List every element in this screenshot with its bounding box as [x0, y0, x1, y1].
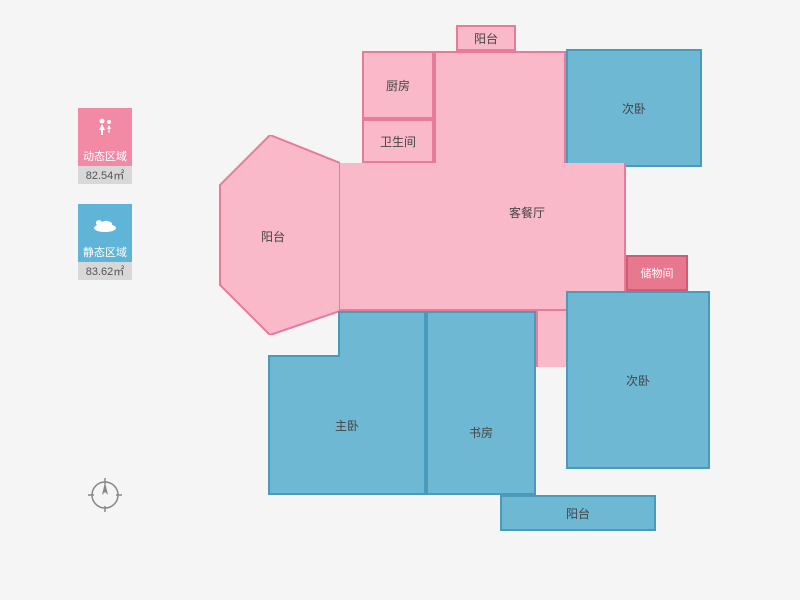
- room-label: 阳台: [563, 504, 593, 523]
- room-master-bedroom: 主卧: [268, 355, 426, 495]
- floorplan: 阳台 厨房 卫生间 次卧 客餐厅 阳台 储物间 卫生间 主卧 书房: [190, 25, 750, 575]
- room-bedroom-right: 次卧: [566, 291, 710, 469]
- room-label: 卫生间: [377, 132, 419, 151]
- sleep-icon: [92, 213, 118, 233]
- room-master-ext: [338, 311, 426, 357]
- legend-dynamic-icon: [78, 108, 132, 146]
- room-label: 客餐厅: [506, 203, 548, 222]
- room-label: 厨房: [383, 76, 413, 95]
- room-living-extend: [434, 51, 566, 163]
- room-label: 次卧: [623, 371, 653, 390]
- legend-dynamic-label: 动态区域: [78, 146, 132, 166]
- room-label: 次卧: [619, 99, 649, 118]
- legend-dynamic-value: 82.54㎡: [78, 166, 132, 184]
- room-balcony-top: 阳台: [456, 25, 516, 51]
- compass-icon: [88, 478, 122, 512]
- room-storage: 储物间: [626, 255, 688, 291]
- legend-static: 静态区域 83.62㎡: [78, 204, 132, 280]
- legend-static-value: 83.62㎡: [78, 262, 132, 280]
- legend-static-icon: [78, 204, 132, 242]
- legend-dynamic: 动态区域 82.54㎡: [78, 108, 132, 184]
- legend-panel: 动态区域 82.54㎡ 静态区域 83.62㎡: [78, 108, 132, 300]
- room-label: 书房: [466, 423, 496, 442]
- room-balcony-bottom: 阳台: [500, 495, 656, 531]
- room-kitchen: 厨房: [362, 51, 434, 119]
- room-label: 储物间: [638, 264, 677, 282]
- room-label: 主卧: [332, 416, 362, 435]
- room-balcony-left: 阳台: [210, 135, 340, 335]
- room-bathroom-1: 卫生间: [362, 119, 434, 163]
- room-label: 阳台: [471, 29, 501, 48]
- people-icon: [93, 115, 117, 139]
- legend-static-label: 静态区域: [78, 242, 132, 262]
- room-study: 书房: [426, 311, 536, 495]
- room-living: 客餐厅: [304, 163, 626, 311]
- room-bedroom-top: 次卧: [566, 49, 702, 167]
